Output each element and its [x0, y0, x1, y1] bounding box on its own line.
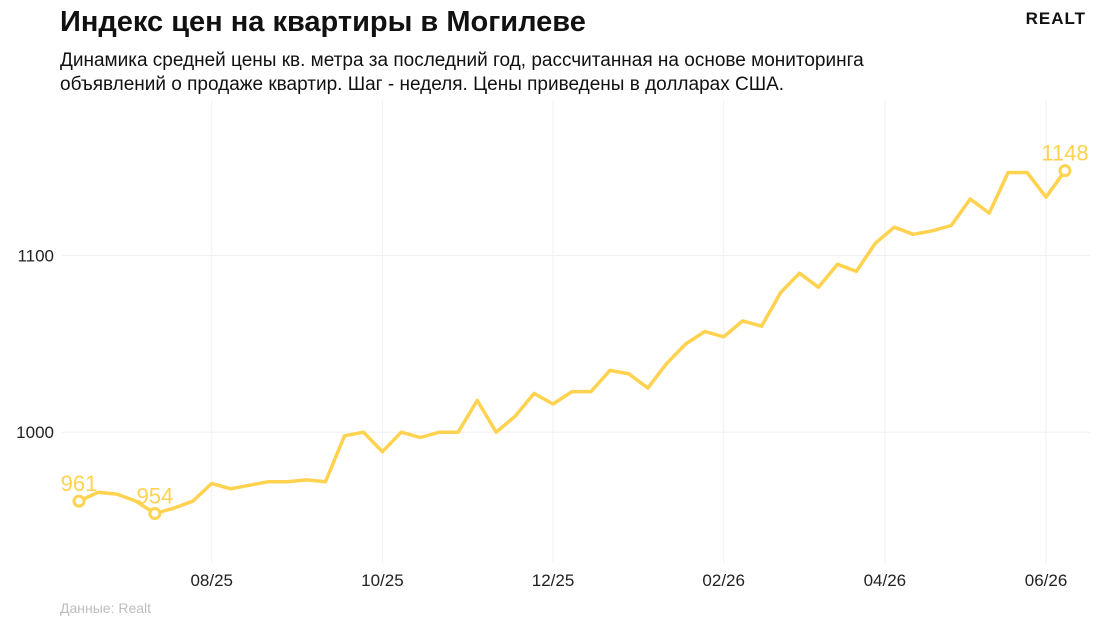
x-tick-label: 10/25: [361, 571, 404, 590]
data-label: 1148: [1041, 141, 1088, 166]
axis-layer: 08/25 10/25 12/25 02/26 04/26 06/26 1000 1100: [16, 247, 1067, 590]
data-source-note: Данные: Realt: [60, 600, 152, 616]
data-point-marker: [72, 494, 86, 508]
series-layer: [77, 168, 1067, 516]
x-tick-label: 02/26: [702, 571, 745, 590]
page-title: Индекс цен на квартиры в Могилеве: [60, 6, 586, 38]
data-label: 961: [61, 471, 98, 496]
page-subtitle: Динамика средней цены кв. метра за после…: [60, 50, 864, 95]
x-tick-label: 04/26: [864, 571, 907, 590]
brand-logo: Realt: [1025, 9, 1086, 28]
x-tick-label: 06/26: [1025, 571, 1068, 590]
data-label: 954: [136, 484, 173, 509]
annotation-layer: 961 954 1148: [61, 141, 1089, 521]
series-line: [77, 168, 1067, 516]
x-tick-label: 08/25: [190, 571, 233, 590]
x-tick-label: 12/25: [532, 571, 575, 590]
data-point-marker: [1058, 164, 1072, 178]
y-tick-label: 1100: [17, 247, 54, 266]
data-point-marker: [148, 507, 162, 521]
y-tick-label: 1000: [16, 423, 54, 442]
grid-layer: [62, 100, 1090, 563]
